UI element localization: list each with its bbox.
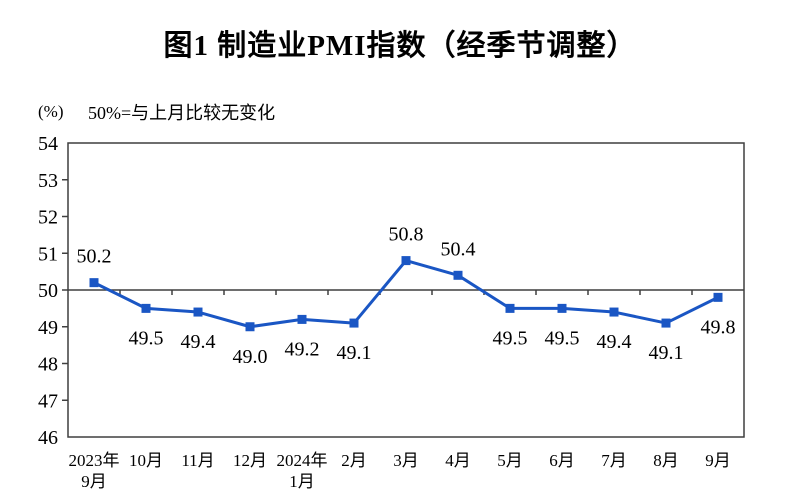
y-axis-label: 51	[38, 243, 58, 265]
data-point-label: 49.1	[649, 342, 684, 364]
data-point-marker	[557, 303, 567, 313]
y-axis-label: 52	[38, 207, 58, 229]
pmi-series-line	[92, 259, 720, 329]
data-point-label: 49.5	[493, 327, 528, 349]
y-axis-unit-label: (%)	[38, 102, 64, 121]
data-point-label: 49.4	[597, 331, 632, 353]
reference-note: 50%=与上月比较无变化	[88, 103, 276, 123]
x-axis-label: 11月	[181, 451, 214, 470]
data-point-label: 49.0	[233, 346, 268, 368]
data-point-marker	[713, 292, 723, 302]
data-point-marker	[141, 303, 151, 313]
data-point-marker	[193, 307, 203, 317]
data-point-label: 49.2	[285, 338, 320, 360]
data-point-label: 49.4	[181, 331, 216, 353]
x-axis-label: 5月	[497, 451, 523, 470]
data-point-marker	[505, 303, 515, 313]
x-axis-label: 1月	[289, 472, 315, 491]
data-point-marker	[349, 318, 359, 328]
y-axis-label: 47	[38, 390, 58, 412]
x-axis-label: 6月	[549, 451, 575, 470]
y-axis-label: 50	[38, 280, 58, 302]
data-point-label: 49.8	[701, 316, 736, 338]
y-axis-label: 53	[38, 170, 58, 192]
x-axis-label: 2024年	[277, 451, 328, 470]
x-axis-label: 8月	[653, 451, 679, 470]
x-axis-label: 2023年	[69, 451, 120, 470]
data-point-label: 49.5	[129, 327, 164, 349]
data-point-label: 50.8	[389, 224, 424, 246]
y-axis-label: 46	[38, 427, 58, 449]
data-point-marker	[453, 270, 463, 280]
y-axis-label: 49	[38, 317, 58, 339]
data-point-label: 50.2	[77, 246, 112, 268]
chart-title: 图1 制造业PMI指数（经季节调整）	[163, 30, 637, 62]
x-axis-label: 7月	[601, 451, 627, 470]
data-point-marker	[609, 307, 619, 317]
data-point-marker	[245, 322, 255, 332]
x-axis-label: 12月	[233, 451, 267, 470]
y-axis-label: 48	[38, 354, 58, 376]
x-axis-label: 9月	[705, 451, 731, 470]
data-point-marker	[297, 314, 307, 324]
x-axis-label: 3月	[393, 451, 419, 470]
data-point-label: 50.4	[441, 238, 476, 260]
x-axis-label: 4月	[445, 451, 471, 470]
y-axis-label: 54	[38, 133, 58, 155]
x-axis-label: 10月	[129, 451, 163, 470]
data-point-marker	[661, 318, 671, 328]
data-point-marker	[89, 278, 99, 288]
x-axis-label: 2月	[341, 451, 367, 470]
x-axis-label: 9月	[81, 472, 107, 491]
data-point-label: 49.1	[337, 342, 372, 364]
data-point-label: 49.5	[545, 327, 580, 349]
data-point-marker	[401, 256, 411, 266]
